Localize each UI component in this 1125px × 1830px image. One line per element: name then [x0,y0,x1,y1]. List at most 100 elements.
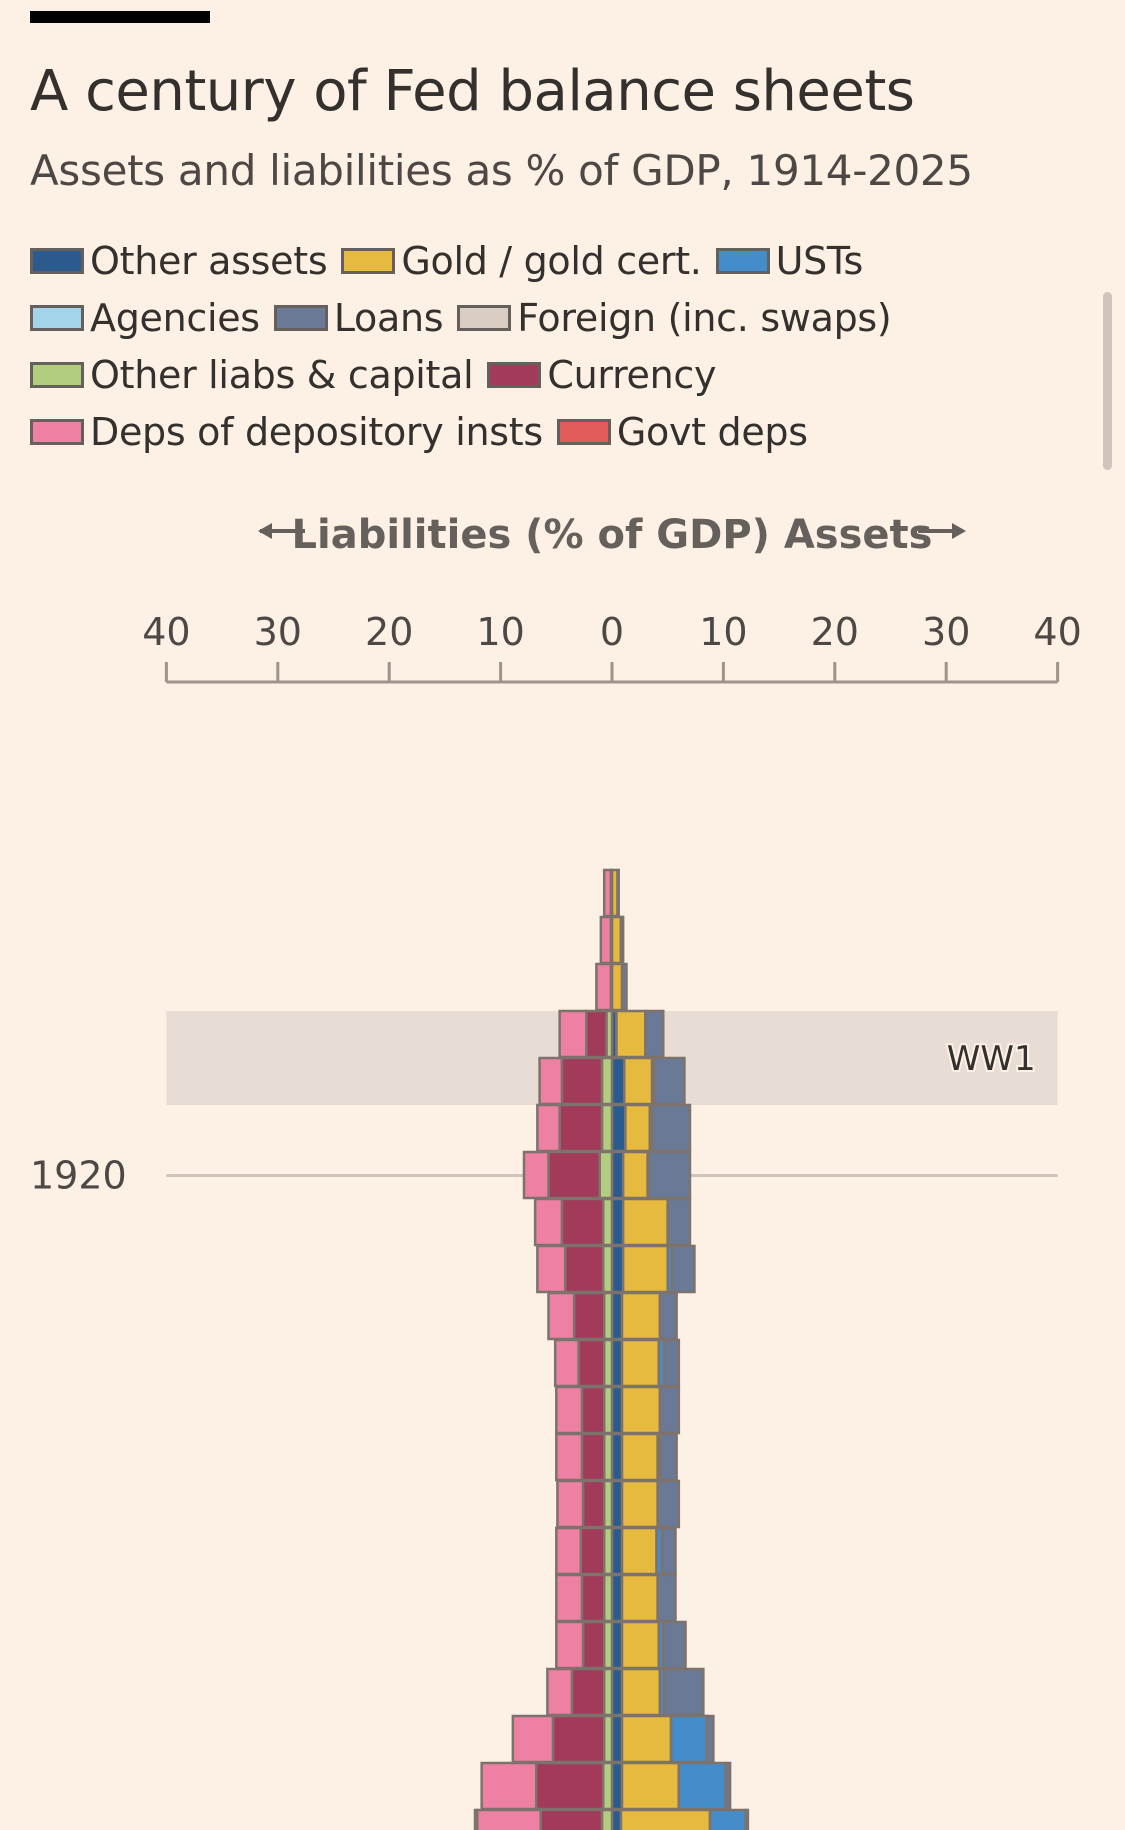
bar-other_liabs [600,1808,614,1830]
bar-gold [620,1714,673,1764]
bar-usts [669,1714,708,1764]
x-axis: 40 30 20 10 0 10 20 30 40 [142,610,1082,684]
bar-deps_depository [536,1244,567,1294]
bar-other_assets [610,1244,625,1294]
bar-gold [621,1197,669,1247]
annotation-labels: WW1 [945,1037,1038,1081]
bar-other_liabs [601,1761,614,1811]
year-row-1929 [555,1573,677,1623]
year-row-1918 [538,1056,686,1106]
year-row-1922 [536,1244,696,1294]
bar-gold [620,1573,659,1623]
x-tick-label: 20 [365,610,413,654]
legend-item-other-liabs: Other liabs & capital [30,353,474,397]
bar-other_liabs [598,1150,614,1200]
bar-deps_depository [475,1808,542,1830]
legend-row: Other liabs & capital Currency [30,346,990,403]
year-row-1920 [522,1150,692,1200]
bar-usts [708,1808,747,1830]
bar-currency [570,1667,606,1717]
axis-title-text: Liabilities (% of GDP) Assets [292,512,933,558]
bar-loans [650,1103,692,1153]
bar-gold [620,1526,658,1576]
bar-other_assets [610,1526,624,1576]
bar-currency [534,1761,605,1811]
bar-gold [620,1385,662,1435]
bar-deps_depository [536,1103,561,1153]
bar-currency [581,1620,606,1670]
bar-deps_depository [533,1197,564,1247]
bar-gold [624,1103,652,1153]
bar-other_assets [610,1573,624,1623]
bar-gold [620,1479,659,1529]
legend-item-other-assets: Other assets [30,239,328,283]
legend-swatch [30,304,84,331]
bar-loans [647,1150,692,1200]
year-row-1917 [558,1009,665,1059]
bar-deps_depository [553,1338,580,1388]
bar-loans [660,1526,677,1576]
bar-currency [585,1009,608,1059]
bar-usts [677,1761,727,1811]
year-row-1934 [473,1808,750,1830]
bar-deps_depository [599,915,613,965]
bar-loans [658,1291,678,1341]
bar-other_assets [610,1385,624,1435]
bar-currency [581,1479,606,1529]
annotation-label: WW1 [947,1039,1036,1079]
bar-deps_depository [556,1479,585,1529]
bar-deps_depository [522,1150,550,1200]
legend-label: Foreign (inc. swaps) [517,295,892,340]
bar-other_liabs [600,1103,614,1153]
bar-gold [619,1808,712,1830]
scrollbar[interactable] [1103,292,1112,470]
legend-item-deps-depository: Deps of depository insts [30,410,543,454]
bar-other_assets [610,1808,623,1830]
bar-other_assets [610,1150,625,1200]
bar-other_assets [610,1338,624,1388]
bar-deps_depository [602,868,613,918]
legend: Other assets Gold / gold cert. USTs Agen… [30,232,990,460]
bar-currency [572,1291,606,1341]
bar-currency [560,1197,605,1247]
year-row-1933 [480,1761,732,1811]
bar-loans [616,868,620,918]
arrow-left-head-icon [258,523,272,539]
bar-gold [621,1150,649,1200]
bar-currency [558,1103,604,1153]
bar-deps_depository [595,962,613,1012]
year-row-1915 [599,915,625,965]
axis-title: Liabilities (% of GDP) Assets [258,512,966,558]
year-row-1931 [546,1667,705,1717]
year-label: 1920 [30,1154,127,1198]
legend-label: Loans [333,295,444,340]
bar-gold [620,1338,661,1388]
year-row-1916 [595,962,628,1012]
bar-other_assets [610,1479,624,1529]
bar-currency [580,1385,606,1435]
bar-other_assets [610,1291,624,1341]
brand-bar [30,11,210,23]
legend-item-currency: Currency [487,353,717,397]
chart-title: A century of Fed balance sheets [30,59,915,124]
legend-item-agencies: Agencies [30,296,260,340]
legend-row: Other assets Gold / gold cert. USTs [30,232,990,289]
bar-loans [658,1385,681,1435]
x-tick-label: 30 [922,610,970,654]
bar-deps_depository [547,1291,576,1341]
year-row-1914 [602,868,620,918]
year-row-1926 [555,1432,678,1482]
legend-item-usts: USTs [715,239,863,283]
legend-swatch [457,304,512,331]
legend-swatch [30,361,84,388]
bar-other_liabs [600,1056,614,1106]
bar-other_assets [610,1761,624,1811]
x-tick-label: 30 [254,610,302,654]
bar-deps_depository [546,1667,574,1717]
bar-currency [580,1573,606,1623]
x-tick-label: 40 [1033,610,1081,654]
legend-swatch [30,247,84,274]
bar-loans [705,1714,715,1764]
year-row-1919 [536,1103,692,1153]
bar-gold [620,1620,661,1670]
